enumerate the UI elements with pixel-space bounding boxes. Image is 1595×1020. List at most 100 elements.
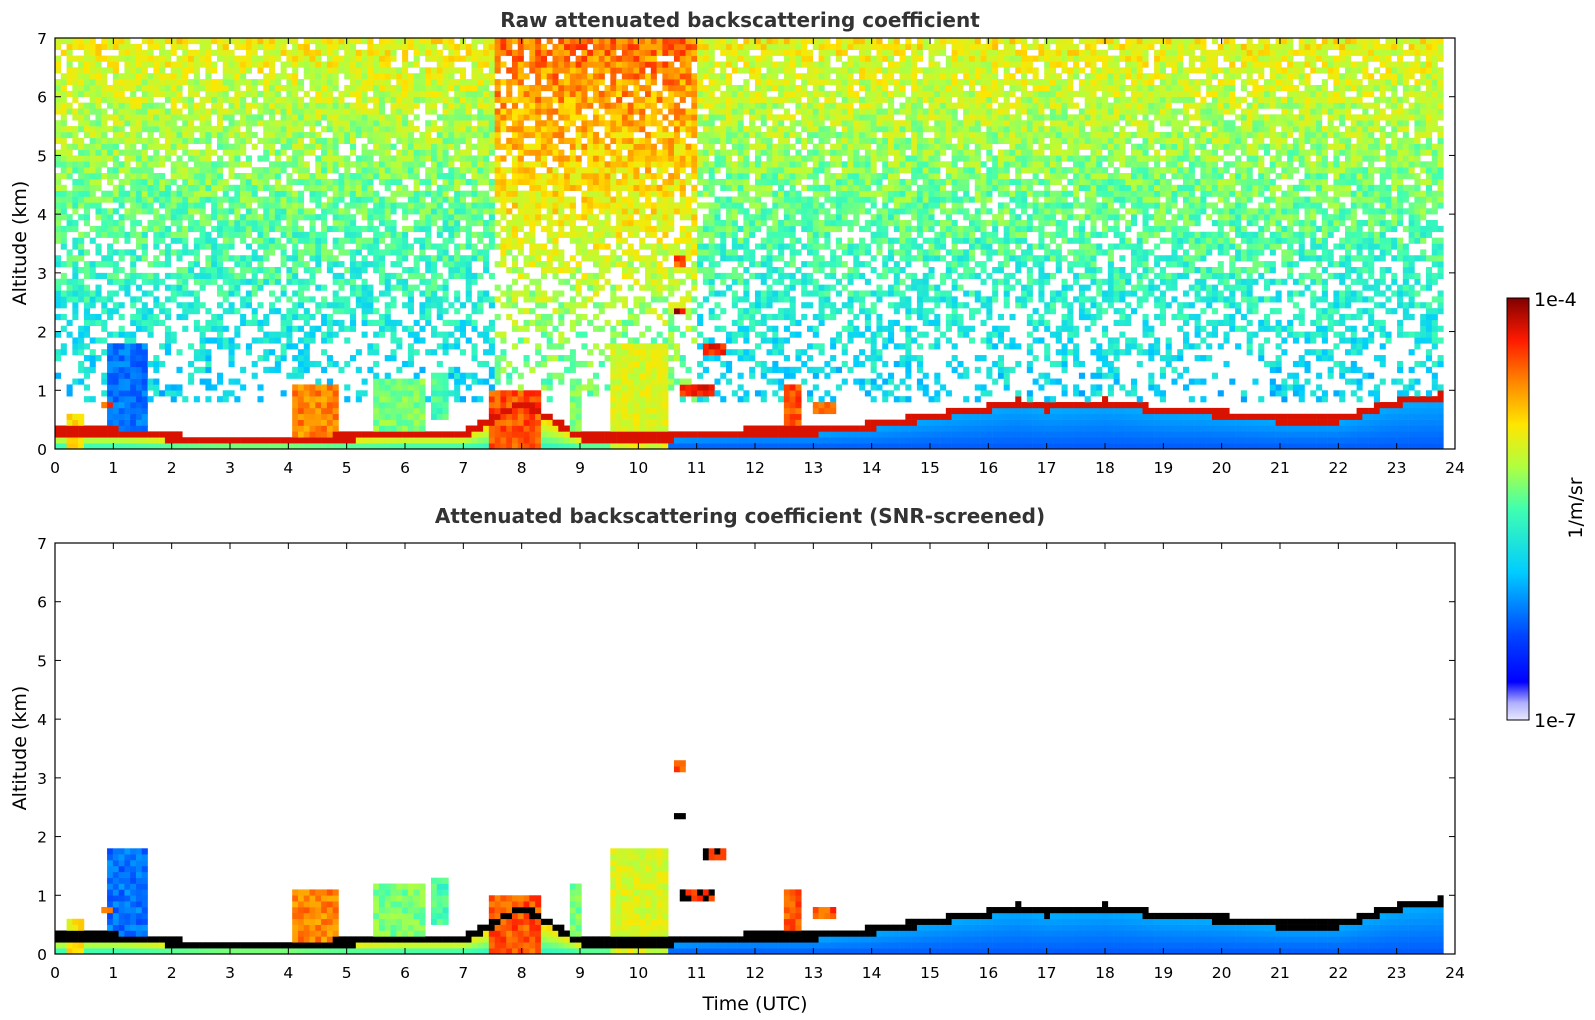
raw-heatmap-cell (321, 202, 328, 209)
raw-heatmap-cell (303, 343, 310, 350)
raw-heatmap-cell (251, 190, 258, 197)
raw-heatmap-cell (592, 284, 600, 291)
raw-heatmap-cell (321, 108, 328, 115)
raw-heatmap-cell (413, 384, 420, 391)
raw-heatmap-cell (569, 419, 576, 426)
raw-heatmap-cell (280, 102, 287, 109)
raw-heatmap-cell (419, 402, 426, 409)
raw-heatmap-cell (159, 196, 166, 203)
raw-heatmap-cell (332, 108, 339, 115)
raw-heatmap-cell (511, 443, 519, 450)
raw-heatmap-cell (297, 102, 305, 109)
raw-heatmap-cell (587, 220, 594, 227)
raw-heatmap-cell (205, 196, 212, 203)
raw-heatmap-cell (639, 255, 646, 262)
raw-heatmap-cell (89, 73, 96, 80)
raw-heatmap-cell (546, 67, 553, 74)
raw-heatmap-cell (72, 137, 79, 144)
raw-heatmap-cell (216, 167, 224, 174)
raw-heatmap-cell (604, 38, 611, 45)
raw-heatmap-cell (141, 120, 148, 127)
raw-heatmap-cell (193, 90, 200, 98)
raw-heatmap-cell (205, 43, 212, 51)
raw-heatmap-cell (592, 120, 600, 127)
raw-heatmap-cell (448, 343, 455, 350)
raw-heatmap-cell (315, 67, 322, 74)
raw-heatmap-cell (587, 73, 594, 80)
raw-heatmap-cell (465, 231, 472, 238)
raw-heatmap-cell (321, 302, 328, 309)
raw-heatmap-cell (569, 237, 576, 244)
raw-heatmap-cell (135, 208, 143, 215)
raw-heatmap-cell (540, 272, 547, 280)
raw-heatmap-cell (118, 425, 125, 432)
raw-heatmap-cell (292, 137, 299, 144)
raw-heatmap-cell (378, 443, 386, 450)
raw-heatmap-cell (222, 437, 229, 444)
raw-heatmap-cell (361, 296, 368, 303)
raw-heatmap-cell (384, 302, 391, 309)
raw-heatmap-cell (442, 261, 449, 268)
raw-heatmap-cell (355, 120, 362, 127)
raw-heatmap-cell (280, 73, 287, 80)
raw-heatmap-cell (269, 73, 276, 80)
raw-heatmap-cell (459, 396, 467, 403)
raw-heatmap-cell (639, 390, 646, 397)
raw-heatmap-cell (72, 155, 79, 162)
raw-heatmap-cell (454, 131, 461, 139)
raw-heatmap-cell (338, 214, 345, 221)
raw-heatmap-cell (587, 102, 594, 109)
raw-heatmap-cell (373, 349, 380, 356)
raw-heatmap-cell (511, 102, 519, 109)
raw-heatmap-cell (350, 220, 357, 227)
raw-heatmap-cell (488, 390, 495, 397)
raw-heatmap-cell (378, 325, 386, 332)
raw-heatmap-cell (627, 108, 634, 115)
raw-heatmap-cell (529, 425, 536, 432)
raw-heatmap-cell (529, 214, 536, 221)
raw-heatmap-cell (471, 220, 478, 227)
raw-heatmap-cell (639, 284, 646, 291)
raw-heatmap-cell (373, 61, 380, 68)
raw-heatmap-cell (407, 108, 414, 115)
raw-heatmap-cell (477, 220, 484, 227)
raw-heatmap-cell (413, 43, 420, 51)
raw-heatmap-cell (234, 90, 241, 98)
raw-heatmap-cell (558, 84, 565, 92)
raw-heatmap-cell (135, 202, 143, 209)
raw-heatmap-cell (124, 337, 131, 344)
raw-heatmap-cell (425, 73, 432, 80)
raw-heatmap-cell (483, 120, 490, 127)
raw-heatmap-cell (378, 143, 386, 150)
raw-heatmap-cell (112, 67, 119, 74)
raw-heatmap-cell (633, 437, 640, 444)
raw-heatmap-cell (436, 360, 443, 368)
raw-heatmap-cell (60, 261, 67, 268)
raw-heatmap-cell (188, 114, 195, 121)
raw-heatmap-cell (89, 266, 96, 274)
raw-heatmap-cell (153, 84, 160, 92)
raw-heatmap-cell (159, 360, 166, 368)
raw-heatmap-cell (639, 202, 646, 209)
raw-heatmap-cell (153, 90, 160, 98)
raw-heatmap-cell (112, 114, 119, 121)
raw-heatmap-cell (182, 38, 189, 45)
raw-heatmap-cell (251, 96, 258, 103)
raw-heatmap-cell (621, 349, 628, 356)
raw-heatmap-cell (488, 220, 495, 227)
raw-heatmap-cell (483, 73, 490, 80)
raw-heatmap-cell (390, 190, 397, 197)
raw-heatmap-cell (471, 355, 478, 362)
raw-heatmap-cell (598, 443, 605, 450)
raw-heatmap-cell (216, 84, 224, 92)
raw-heatmap-cell (575, 61, 582, 68)
raw-heatmap-cell (587, 126, 594, 133)
raw-heatmap-cell (506, 360, 513, 368)
raw-heatmap-cell (407, 208, 414, 215)
raw-heatmap-cell (581, 214, 588, 221)
raw-heatmap-cell (569, 96, 576, 103)
raw-heatmap-cell (112, 143, 119, 150)
raw-heatmap-cell (286, 137, 293, 144)
raw-heatmap-cell (558, 319, 565, 326)
raw-heatmap-cell (303, 355, 310, 362)
